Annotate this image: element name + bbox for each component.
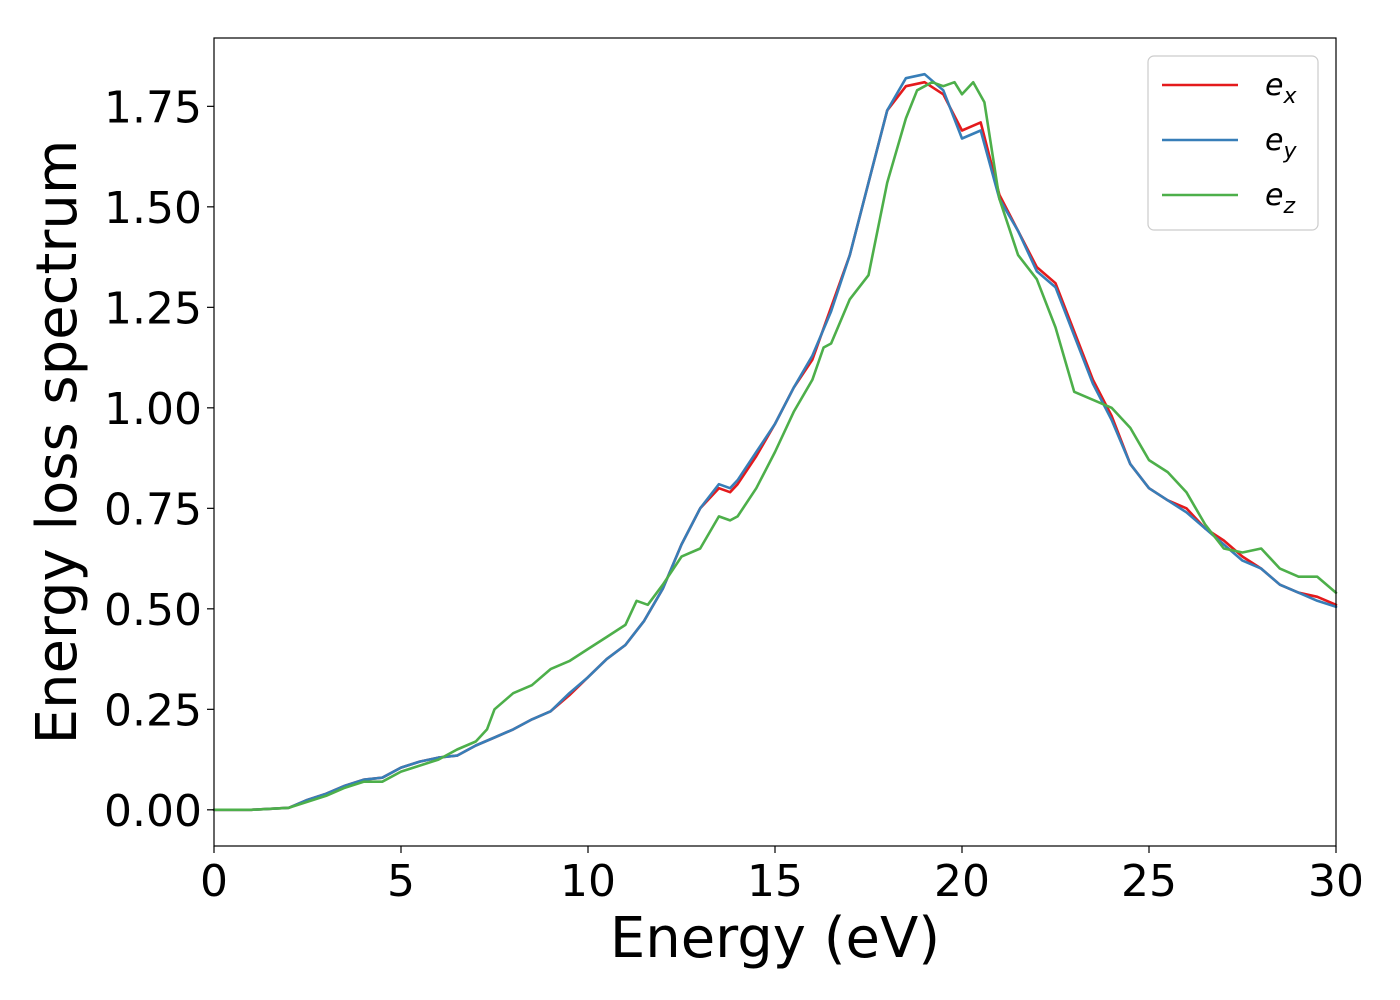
y-tick-label: 1.00 xyxy=(104,384,202,435)
legend-box xyxy=(1147,55,1319,231)
x-tick-label: 30 xyxy=(1308,856,1364,907)
legend-label-subscript: y xyxy=(1282,139,1297,164)
x-tick-label: 20 xyxy=(934,856,990,907)
x-tick-label: 0 xyxy=(200,856,228,907)
y-tick-label: 0.75 xyxy=(104,484,202,535)
series-line-ez xyxy=(212,80,1338,812)
legend-label-subscript: z xyxy=(1282,194,1295,219)
y-tick-label: 0.50 xyxy=(104,585,202,636)
x-tick-label: 15 xyxy=(747,856,803,907)
series-layer xyxy=(212,72,1338,812)
x-tick-label: 25 xyxy=(1121,856,1177,907)
x-tick-label: 5 xyxy=(387,856,415,907)
x-axis-title: Energy (eV) xyxy=(610,906,940,971)
x-axis: 0 5 10 15 20 25 30 xyxy=(200,846,1364,907)
y-tick-label: 1.50 xyxy=(104,183,202,234)
y-axis: 0.00 0.25 0.50 0.75 1.00 1.25 1.50 1.75 xyxy=(104,82,214,837)
legend-label-ez: ez xyxy=(1265,178,1295,219)
legend-label-base: e xyxy=(1265,123,1283,158)
legend-label-ex: ex xyxy=(1265,68,1297,109)
y-tick-label: 0.00 xyxy=(104,786,202,837)
legend-label-subscript: x xyxy=(1282,84,1297,109)
legend-label-base: e xyxy=(1265,178,1283,213)
y-axis-title: Energy loss spectrum xyxy=(25,140,90,745)
legend-label-base: e xyxy=(1265,68,1283,103)
y-tick-label: 1.25 xyxy=(104,283,202,334)
series-line-ey xyxy=(212,72,1338,812)
y-tick-label: 0.25 xyxy=(104,685,202,736)
x-tick-label: 10 xyxy=(560,856,616,907)
y-tick-label: 1.75 xyxy=(104,82,202,133)
legend-label-ey: ey xyxy=(1265,123,1297,164)
